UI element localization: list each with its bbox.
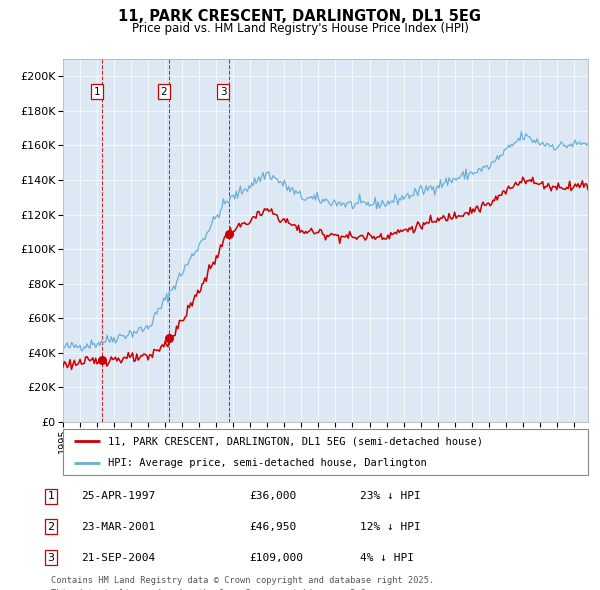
Text: 4% ↓ HPI: 4% ↓ HPI — [360, 553, 414, 562]
Text: 23% ↓ HPI: 23% ↓ HPI — [360, 491, 421, 501]
FancyBboxPatch shape — [63, 429, 588, 475]
Text: £109,000: £109,000 — [249, 553, 303, 562]
Text: This data is licensed under the Open Government Licence v3.0.: This data is licensed under the Open Gov… — [51, 589, 371, 590]
Text: £36,000: £36,000 — [249, 491, 296, 501]
Text: 1: 1 — [94, 87, 101, 97]
Text: 12% ↓ HPI: 12% ↓ HPI — [360, 522, 421, 532]
Text: 21-SEP-2004: 21-SEP-2004 — [81, 553, 155, 562]
Text: 3: 3 — [220, 87, 227, 97]
Text: 11, PARK CRESCENT, DARLINGTON, DL1 5EG: 11, PARK CRESCENT, DARLINGTON, DL1 5EG — [119, 9, 482, 24]
Text: 11, PARK CRESCENT, DARLINGTON, DL1 5EG (semi-detached house): 11, PARK CRESCENT, DARLINGTON, DL1 5EG (… — [107, 437, 482, 447]
Text: 25-APR-1997: 25-APR-1997 — [81, 491, 155, 501]
Text: 3: 3 — [47, 553, 55, 562]
Text: Contains HM Land Registry data © Crown copyright and database right 2025.: Contains HM Land Registry data © Crown c… — [51, 576, 434, 585]
Text: 2: 2 — [161, 87, 167, 97]
Text: £46,950: £46,950 — [249, 522, 296, 532]
Text: 2: 2 — [47, 522, 55, 532]
Text: HPI: Average price, semi-detached house, Darlington: HPI: Average price, semi-detached house,… — [107, 457, 427, 467]
Text: 1: 1 — [47, 491, 55, 501]
Text: Price paid vs. HM Land Registry's House Price Index (HPI): Price paid vs. HM Land Registry's House … — [131, 22, 469, 35]
Text: 23-MAR-2001: 23-MAR-2001 — [81, 522, 155, 532]
